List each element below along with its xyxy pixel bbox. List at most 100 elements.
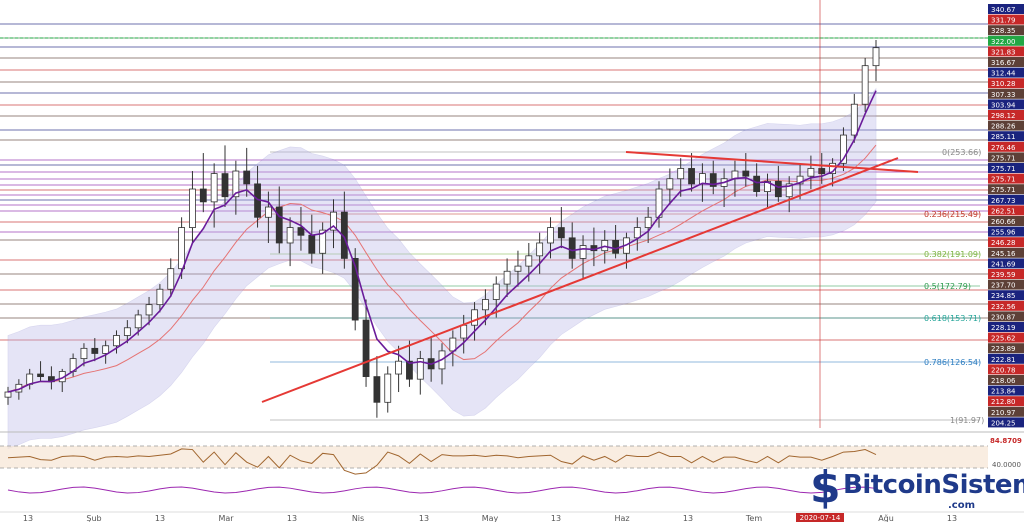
- price-tick: 275.71: [988, 173, 1024, 184]
- candle: [113, 330, 120, 354]
- price-tick-bg: [988, 88, 1024, 99]
- rsi-level-label: 40.0000: [992, 461, 1021, 469]
- price-tick-label: 230.87: [991, 313, 1016, 321]
- price-tick-label: 340.67: [991, 6, 1016, 14]
- time-tick-label: 13: [683, 514, 693, 522]
- price-tick-label: 241.69: [991, 260, 1016, 268]
- candle-body: [774, 180, 782, 198]
- fib-label: 1(91.97): [950, 416, 984, 425]
- candle-body: [373, 376, 381, 403]
- descending-trendline: [625, 151, 919, 173]
- candle: [178, 217, 186, 279]
- price-tick: 288.26: [988, 120, 1024, 131]
- price-tick: 237.70: [988, 279, 1024, 290]
- price-tick-label: 204.25: [991, 419, 1016, 427]
- price-tick-bg: [988, 311, 1024, 322]
- candle: [872, 39, 880, 82]
- candle-body: [699, 173, 706, 185]
- price-tick-bg: [988, 152, 1024, 163]
- rsi-value-tag: 84.8709: [988, 435, 1024, 445]
- candle-body: [308, 234, 316, 254]
- candle: [633, 217, 641, 251]
- price-tick: 331.79: [988, 14, 1024, 25]
- price-tick-bg: [988, 57, 1024, 67]
- candle-body: [80, 347, 88, 360]
- candle: [861, 57, 869, 112]
- price-tick-label: 225.62: [991, 335, 1016, 343]
- price-tick-bg: [988, 343, 1024, 354]
- candle-body: [666, 178, 674, 190]
- price-tick: 228.19: [988, 322, 1024, 332]
- price-tick-label: 275.71: [991, 186, 1016, 194]
- price-tick: 246.28: [988, 237, 1024, 248]
- candle-body: [818, 168, 826, 174]
- candle-body: [492, 283, 500, 300]
- candle-body: [481, 299, 489, 311]
- candle-body: [178, 227, 186, 270]
- price-tick: 241.69: [988, 258, 1024, 269]
- candle-body: [568, 237, 576, 259]
- price-tick-bg: [988, 184, 1024, 195]
- bollinger-band: [7, 87, 877, 449]
- candle-body: [840, 134, 847, 164]
- candle: [123, 320, 131, 344]
- price-tick-label: 213.84: [991, 388, 1016, 396]
- candle: [232, 160, 240, 215]
- candle: [514, 250, 522, 287]
- candle: [297, 207, 305, 251]
- price-tick-label: 223.89: [991, 345, 1016, 353]
- candle: [210, 163, 218, 228]
- price-tick: 230.87: [988, 311, 1024, 322]
- time-tick-label: Ağu: [878, 514, 894, 522]
- price-tick-label: 239.59: [991, 271, 1016, 279]
- candle: [167, 258, 175, 297]
- candle: [275, 186, 283, 254]
- price-tick: 307.33: [988, 88, 1024, 99]
- candle-body: [264, 206, 272, 218]
- price-tick: 255.96: [988, 226, 1024, 237]
- cursor-date-bg: [796, 513, 844, 522]
- candle: [818, 153, 826, 184]
- candle-body: [102, 345, 110, 354]
- price-tick: 310.28: [988, 78, 1024, 89]
- price-tick-label: 288.26: [991, 123, 1016, 131]
- price-tick-bg: [988, 322, 1024, 332]
- price-tick-bg: [988, 216, 1024, 226]
- time-tick-label: Tem: [745, 514, 762, 522]
- price-tick: 245.16: [988, 247, 1024, 258]
- price-tick-label: 275.71: [991, 154, 1016, 162]
- price-tick-label: 321.83: [991, 48, 1016, 56]
- candle-body: [612, 240, 619, 254]
- candle: [221, 145, 229, 208]
- price-tick-label: 331.79: [991, 17, 1016, 25]
- time-tick-label: 13: [155, 514, 165, 522]
- price-tick-label: 262.51: [991, 207, 1016, 215]
- candle-body: [536, 242, 544, 257]
- candle-body: [503, 270, 511, 285]
- price-tick-label: 218.06: [991, 377, 1016, 385]
- price-tick-label: 322.00: [991, 38, 1016, 46]
- candle-body: [644, 216, 652, 228]
- price-tick-bg: [988, 269, 1024, 279]
- price-tick-label: 246.28: [991, 239, 1016, 247]
- price-tick: 234.85: [988, 290, 1024, 301]
- price-tick-bg: [988, 141, 1024, 152]
- candle-body: [460, 324, 468, 339]
- candle: [319, 222, 327, 274]
- candle: [850, 93, 858, 143]
- fib-label: 0.236(215.49): [924, 210, 981, 219]
- candle-body: [677, 168, 685, 180]
- price-tick-label: 222.81: [991, 356, 1016, 364]
- price-tick-bg: [988, 4, 1024, 14]
- price-tick: 275.71: [988, 184, 1024, 195]
- candle-body: [286, 227, 294, 244]
- price-tick: 223.89: [988, 343, 1024, 354]
- price-tick-label: 234.85: [991, 292, 1016, 300]
- price-tick: 267.73: [988, 194, 1024, 205]
- price-tick-bg: [988, 300, 1024, 311]
- price-tick: 213.84: [988, 385, 1024, 396]
- time-tick-label: 13: [419, 514, 429, 522]
- price-tick-label: 228.19: [991, 324, 1016, 332]
- candle-body: [91, 347, 99, 354]
